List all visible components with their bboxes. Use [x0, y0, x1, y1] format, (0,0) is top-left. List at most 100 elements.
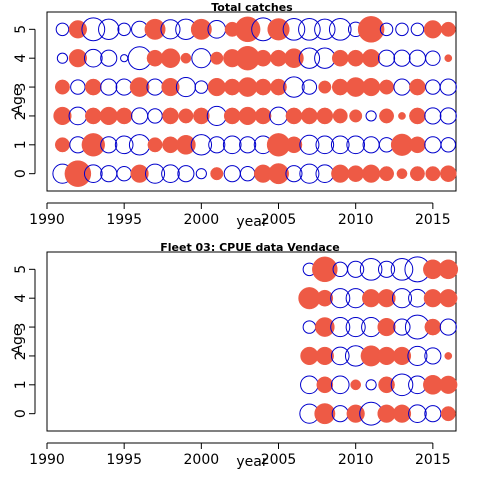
bubble-point — [302, 320, 317, 334]
bubble-point — [316, 107, 334, 125]
bubble-point — [83, 164, 103, 184]
bubble-point — [347, 49, 364, 67]
bubble-point — [177, 165, 195, 183]
y-tick-label: 3 — [13, 323, 29, 332]
bubble-point — [301, 107, 318, 125]
bubble-point — [393, 49, 411, 67]
bubble-point — [269, 106, 288, 126]
bubble-point — [300, 346, 319, 366]
bubble-point — [162, 107, 179, 125]
bubble-point — [285, 136, 303, 154]
bubble-point — [409, 136, 426, 154]
bubble-point — [444, 54, 453, 63]
bubble-point — [267, 18, 290, 41]
bubble-point — [346, 135, 366, 155]
bubble-point — [161, 164, 180, 184]
bubble-point — [146, 49, 164, 67]
y-tick-label: 3 — [13, 83, 29, 92]
bubble-point — [254, 49, 272, 67]
bubble-point — [424, 405, 442, 423]
bubble-point — [330, 317, 351, 338]
bubble-point — [393, 318, 411, 336]
bubble-point — [178, 108, 194, 124]
bubble-point — [120, 54, 129, 63]
bubble-point — [68, 106, 88, 126]
bubble-point — [239, 165, 256, 182]
bubble-point — [285, 165, 303, 183]
bubble-point — [439, 78, 457, 96]
bubble-point — [128, 134, 151, 156]
bubble-point — [365, 110, 377, 122]
bubble-point — [301, 79, 318, 95]
y-tick-label: 1 — [13, 380, 29, 389]
bubble-point — [81, 133, 105, 157]
bubble-point — [270, 78, 287, 96]
x-tick-label: 2000 — [184, 212, 220, 228]
bubble-point — [392, 346, 412, 366]
y-tick-label: 4 — [13, 54, 29, 63]
bubble-point — [55, 22, 70, 37]
bubble-point — [395, 22, 409, 37]
x-tick-label: 2005 — [261, 452, 297, 468]
bubble-point — [377, 404, 396, 423]
bubble-point — [390, 258, 414, 281]
bubble-point — [331, 164, 350, 183]
bubble-point — [238, 106, 257, 126]
bubble-point — [194, 80, 209, 94]
bubble-point — [54, 137, 70, 153]
bubble-point — [359, 258, 383, 281]
bubble-point — [409, 78, 426, 96]
bubble-point — [282, 18, 306, 41]
bubble-point — [299, 134, 320, 155]
bubble-point — [377, 346, 396, 366]
bubble-point — [100, 165, 118, 183]
bubble-point — [390, 373, 414, 397]
bubble-point — [208, 136, 226, 154]
bubble-point — [144, 163, 166, 184]
bubble-point — [116, 165, 132, 182]
bubble-point — [160, 48, 181, 68]
bubble-point — [440, 21, 456, 37]
bubble-point — [207, 77, 226, 97]
bubble-point — [316, 376, 334, 394]
bubble-point — [254, 107, 272, 125]
bubble-point — [210, 51, 224, 65]
bubble-point — [100, 78, 118, 96]
bubble-point — [83, 48, 103, 68]
bubble-point — [314, 403, 336, 425]
panel-total-catches: Total catches year Age 1990 1995 2000 2005 2… — [10, 1, 457, 230]
bubble-point — [160, 19, 181, 40]
bubble-point — [283, 76, 305, 98]
bubble-point — [193, 107, 210, 125]
bubble-point — [424, 136, 442, 154]
bubble-point — [315, 346, 334, 366]
bubble-point — [377, 317, 396, 337]
bubble-point — [146, 78, 164, 96]
bubble-point — [223, 107, 241, 125]
bubble-point — [396, 168, 408, 180]
bubble-point — [379, 108, 395, 124]
bubble-point — [362, 164, 381, 183]
bubble-point — [70, 79, 86, 95]
bubble-point — [237, 77, 258, 97]
x-tick-label: 2005 — [261, 212, 297, 228]
bubble-point — [316, 289, 334, 307]
plot-frame — [46, 251, 457, 432]
bubble-point — [270, 49, 287, 67]
bubble-point — [328, 18, 352, 41]
bubble-point — [268, 163, 289, 185]
bubble-point — [393, 78, 411, 96]
bubble-point — [439, 318, 457, 336]
bubble-point — [331, 49, 349, 67]
y-tick-label: 1 — [13, 140, 29, 149]
x-tick-label: 2000 — [184, 452, 220, 468]
bubble-point — [180, 52, 192, 64]
bubble-point — [357, 16, 385, 43]
bubble-point — [424, 107, 442, 125]
bubble-point — [68, 49, 87, 68]
bubble-point — [98, 18, 120, 41]
y-tick-label: 4 — [13, 294, 29, 303]
y-tick-label: 5 — [13, 265, 29, 274]
bubble-point — [408, 49, 426, 67]
bubble-point — [223, 165, 241, 183]
